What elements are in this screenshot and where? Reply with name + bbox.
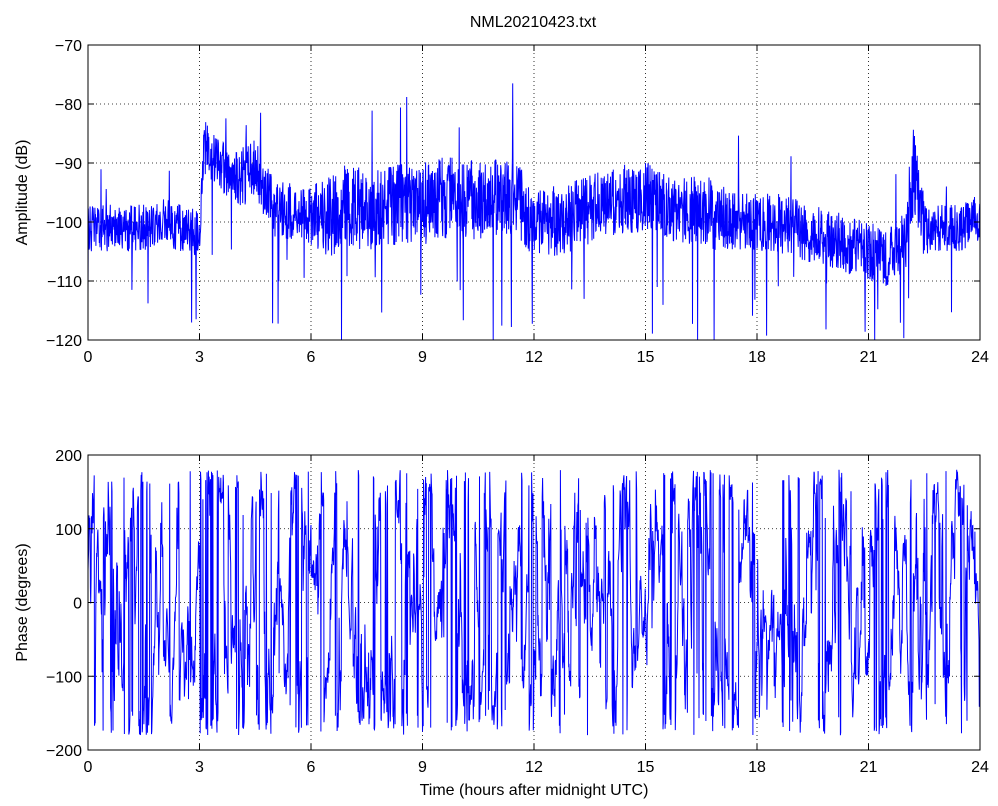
phase-ticks: 0 3 6 9 12 15 18 21 24 −200 −100 0 100 200	[46, 448, 989, 776]
phase-series-line	[87, 469, 981, 736]
x-tick-label: 21	[860, 759, 878, 776]
x-tick-label: 0	[84, 759, 93, 776]
x-tick-label: 12	[525, 759, 543, 776]
y-tick-label: 100	[55, 522, 82, 539]
y-tick-label: −200	[46, 743, 82, 760]
x-tick-label: 6	[307, 759, 316, 776]
y-tick-label: −100	[46, 669, 82, 686]
x-tick-label: 15	[637, 759, 655, 776]
time-xlabel: Time (hours after midnight UTC)	[420, 782, 649, 799]
amplitude-ylabel: Amplitude (dB)	[14, 140, 31, 246]
phase-panel: 0 3 6 9 12 15 18 21 24 −200 −100 0 100 200 Phase (deg…	[14, 448, 989, 799]
figure-title: NML20210423.txt	[470, 14, 597, 31]
y-tick-label: −90	[55, 156, 82, 173]
amplitude-grid	[88, 45, 980, 340]
x-tick-label: 3	[195, 759, 204, 776]
x-tick-label: 24	[971, 759, 989, 776]
x-tick-label: 9	[418, 759, 427, 776]
y-tick-label: −110	[47, 274, 82, 291]
y-tick-label: −80	[55, 97, 82, 114]
y-tick-label: 0	[73, 596, 82, 613]
y-tick-label: 200	[55, 448, 82, 465]
phase-ylabel: Phase (degrees)	[14, 543, 31, 661]
amplitude-series-line	[87, 83, 981, 341]
y-tick-label: −70	[55, 38, 82, 55]
y-tick-label: −100	[46, 215, 82, 232]
amplitude-panel: 0 3 6 9 12 15 18 21 24 −120 −110 −100 −90 −80 −70 Ampl…	[14, 38, 989, 366]
x-tick-label: 18	[748, 349, 766, 366]
x-tick-label: 21	[860, 349, 878, 366]
x-tick-label: 9	[418, 349, 427, 366]
x-tick-label: 24	[971, 349, 989, 366]
x-tick-label: 15	[637, 349, 655, 366]
x-tick-label: 12	[525, 349, 543, 366]
amplitude-ticks: 0 3 6 9 12 15 18 21 24 −120 −110 −100 −90 −80 −70	[46, 38, 989, 366]
x-tick-label: 3	[195, 349, 204, 366]
x-tick-label: 0	[84, 349, 93, 366]
x-tick-label: 18	[748, 759, 766, 776]
y-tick-label: −120	[46, 333, 82, 350]
x-tick-label: 6	[307, 349, 316, 366]
